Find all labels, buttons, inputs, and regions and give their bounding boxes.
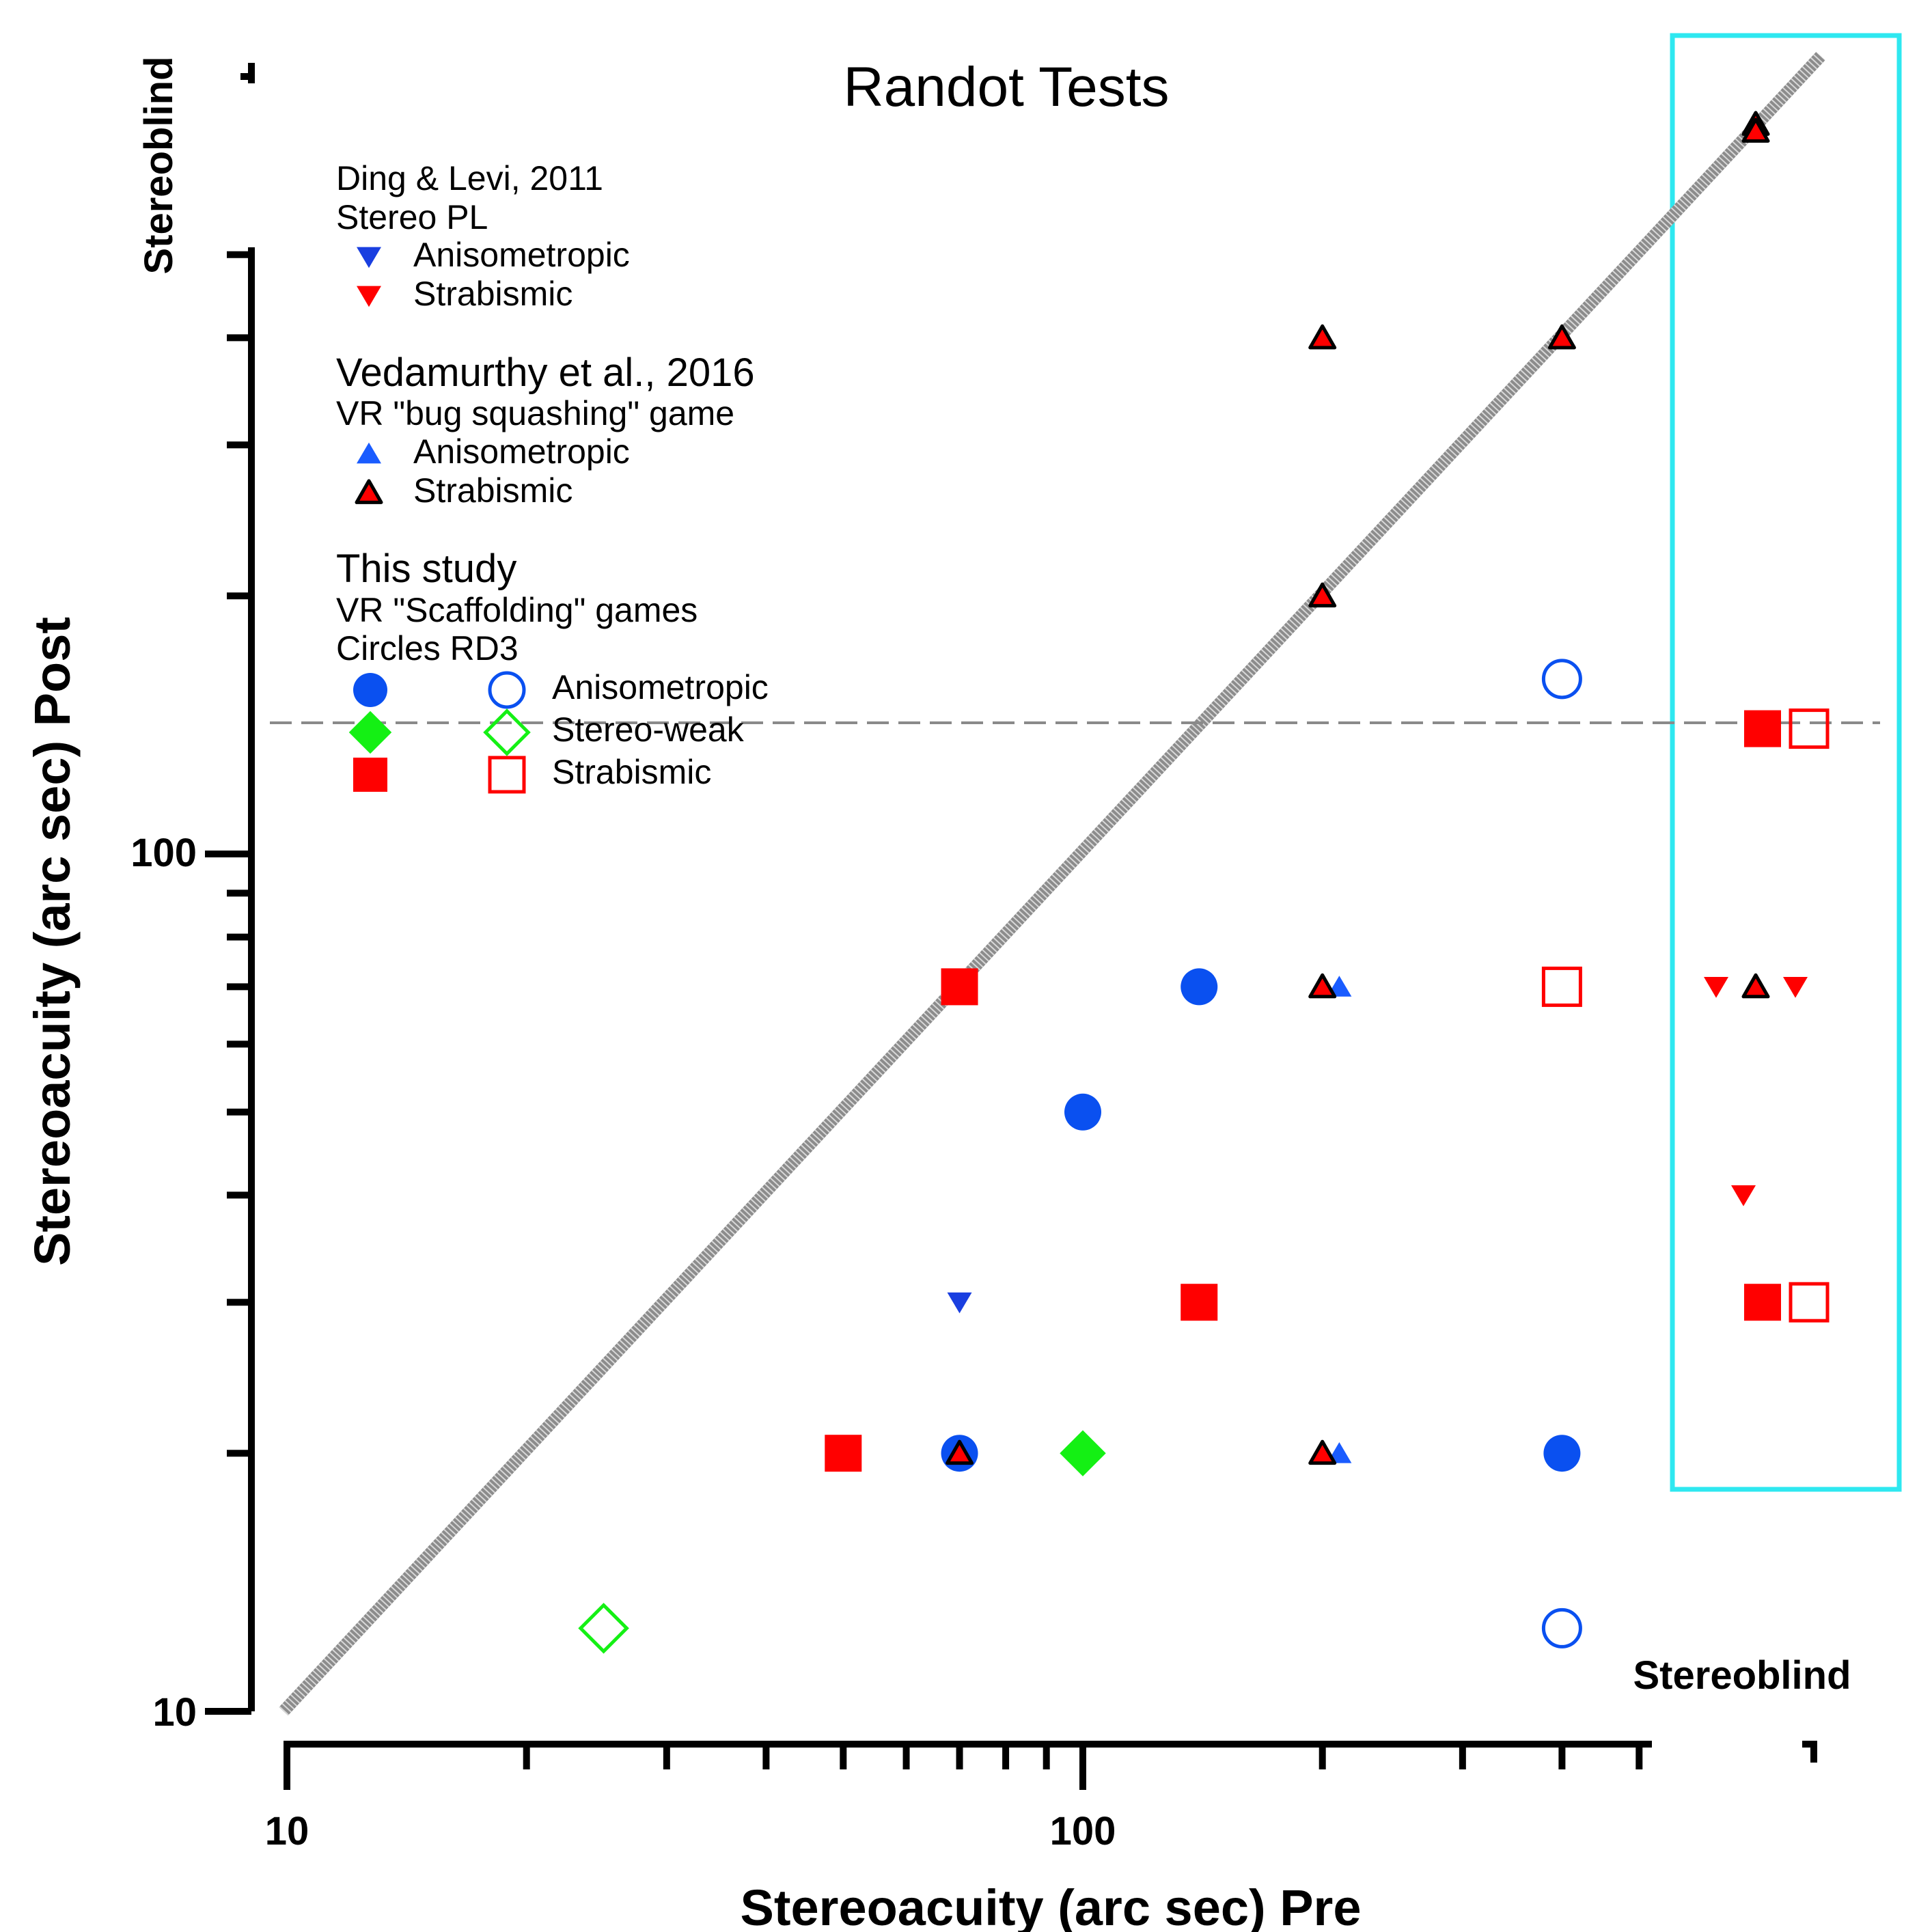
legend-group-3-entry-2: Stereo-weak bbox=[552, 710, 745, 749]
legend-group-2-heading: Vedamurthy et al., 2016 bbox=[336, 350, 755, 395]
point-8-1 bbox=[1181, 1284, 1218, 1321]
y-stereoblind-label: Stereoblind bbox=[137, 56, 181, 274]
y-axis-label: Stereoacuity (arc sec) Post bbox=[24, 617, 81, 1266]
legend-group-2-entry-2: Strabismic bbox=[413, 471, 572, 510]
y-ticks bbox=[205, 251, 251, 1715]
legend-marker-ding-strab bbox=[357, 286, 381, 307]
legend-marker-vedamurthy-aniso bbox=[357, 442, 381, 464]
legend-group-3-column-headers: Circles RD3 bbox=[336, 629, 519, 667]
point-9-0 bbox=[1541, 966, 1582, 1007]
legend-marker-study-open-1 bbox=[483, 708, 531, 756]
legend-group-1-entry-1: Anisometropic bbox=[413, 236, 630, 274]
legend-marker-study-filled-0 bbox=[353, 673, 387, 707]
point-3-2 bbox=[1308, 582, 1337, 608]
point-8-0 bbox=[941, 968, 978, 1006]
legend-group-1-heading: Ding & Levi, 2011 bbox=[336, 159, 603, 197]
x-stereoblind-label: Stereoblind bbox=[1633, 1653, 1851, 1698]
point-3-4 bbox=[1308, 1439, 1337, 1465]
x-tick-label-100: 100 bbox=[1050, 1809, 1116, 1853]
data-points bbox=[578, 111, 1830, 1654]
legend-marker-study-open-0 bbox=[488, 671, 526, 709]
point-8-3 bbox=[1744, 710, 1781, 747]
point-7-0 bbox=[578, 1603, 629, 1654]
y-tick-label-10: 10 bbox=[152, 1690, 197, 1735]
x-tick-label-10: 10 bbox=[265, 1809, 309, 1853]
point-8-4 bbox=[1744, 1284, 1781, 1321]
point-3-5 bbox=[946, 1439, 974, 1465]
legend-marker-study-filled-1 bbox=[348, 710, 392, 754]
point-4-0 bbox=[1181, 968, 1218, 1006]
legend-group-2-entry-1: Anisometropic bbox=[413, 432, 630, 471]
point-3-1 bbox=[1547, 324, 1576, 350]
legend-marker-ding-aniso bbox=[357, 247, 381, 268]
point-5-1 bbox=[1541, 1607, 1582, 1648]
point-3-0 bbox=[1308, 324, 1337, 350]
point-1-1 bbox=[1783, 977, 1808, 998]
legend-group-3-heading: This study bbox=[336, 547, 516, 591]
legend-markers bbox=[348, 247, 531, 794]
legend: Ding & Levi, 2011 Stereo PL Anisometropi… bbox=[336, 159, 769, 791]
legend-group-3-entry-3: Strabismic bbox=[552, 753, 711, 791]
point-3-7 bbox=[1741, 118, 1770, 143]
point-4-3 bbox=[1543, 1435, 1581, 1472]
point-3-3 bbox=[1308, 973, 1337, 999]
point-4-1 bbox=[1064, 1093, 1101, 1131]
point-1-2 bbox=[1731, 1185, 1756, 1206]
legend-group-3-entry-1: Anisometropic bbox=[552, 668, 769, 706]
axes bbox=[240, 63, 1817, 1763]
point-9-1 bbox=[1789, 708, 1830, 749]
legend-group-2-subheading: VR "bug squashing" game bbox=[336, 394, 734, 432]
chart-title: Randot Tests bbox=[843, 56, 1169, 118]
point-3-8 bbox=[1741, 973, 1770, 999]
legend-group-1-subheading: Stereo PL bbox=[336, 198, 488, 236]
point-5-0 bbox=[1541, 659, 1582, 700]
legend-marker-vedamurthy-strab bbox=[355, 479, 383, 504]
x-ticks bbox=[284, 1744, 1643, 1790]
stereoblind-highlight-box bbox=[1670, 33, 1902, 1492]
point-6-0 bbox=[1060, 1430, 1106, 1476]
point-8-2 bbox=[825, 1435, 862, 1472]
point-0-0 bbox=[947, 1292, 972, 1314]
legend-marker-study-open-2 bbox=[488, 756, 526, 794]
legend-group-3-subheading: VR "Scaffolding" games bbox=[336, 591, 698, 629]
x-axis-label: Stereoacuity (arc sec) Pre bbox=[740, 1879, 1361, 1932]
point-9-2 bbox=[1789, 1282, 1830, 1323]
legend-group-1-entry-2: Strabismic bbox=[413, 275, 572, 313]
y-tick-label-100: 100 bbox=[130, 831, 197, 875]
point-1-0 bbox=[1704, 977, 1728, 998]
legend-marker-study-filled-2 bbox=[353, 758, 387, 792]
